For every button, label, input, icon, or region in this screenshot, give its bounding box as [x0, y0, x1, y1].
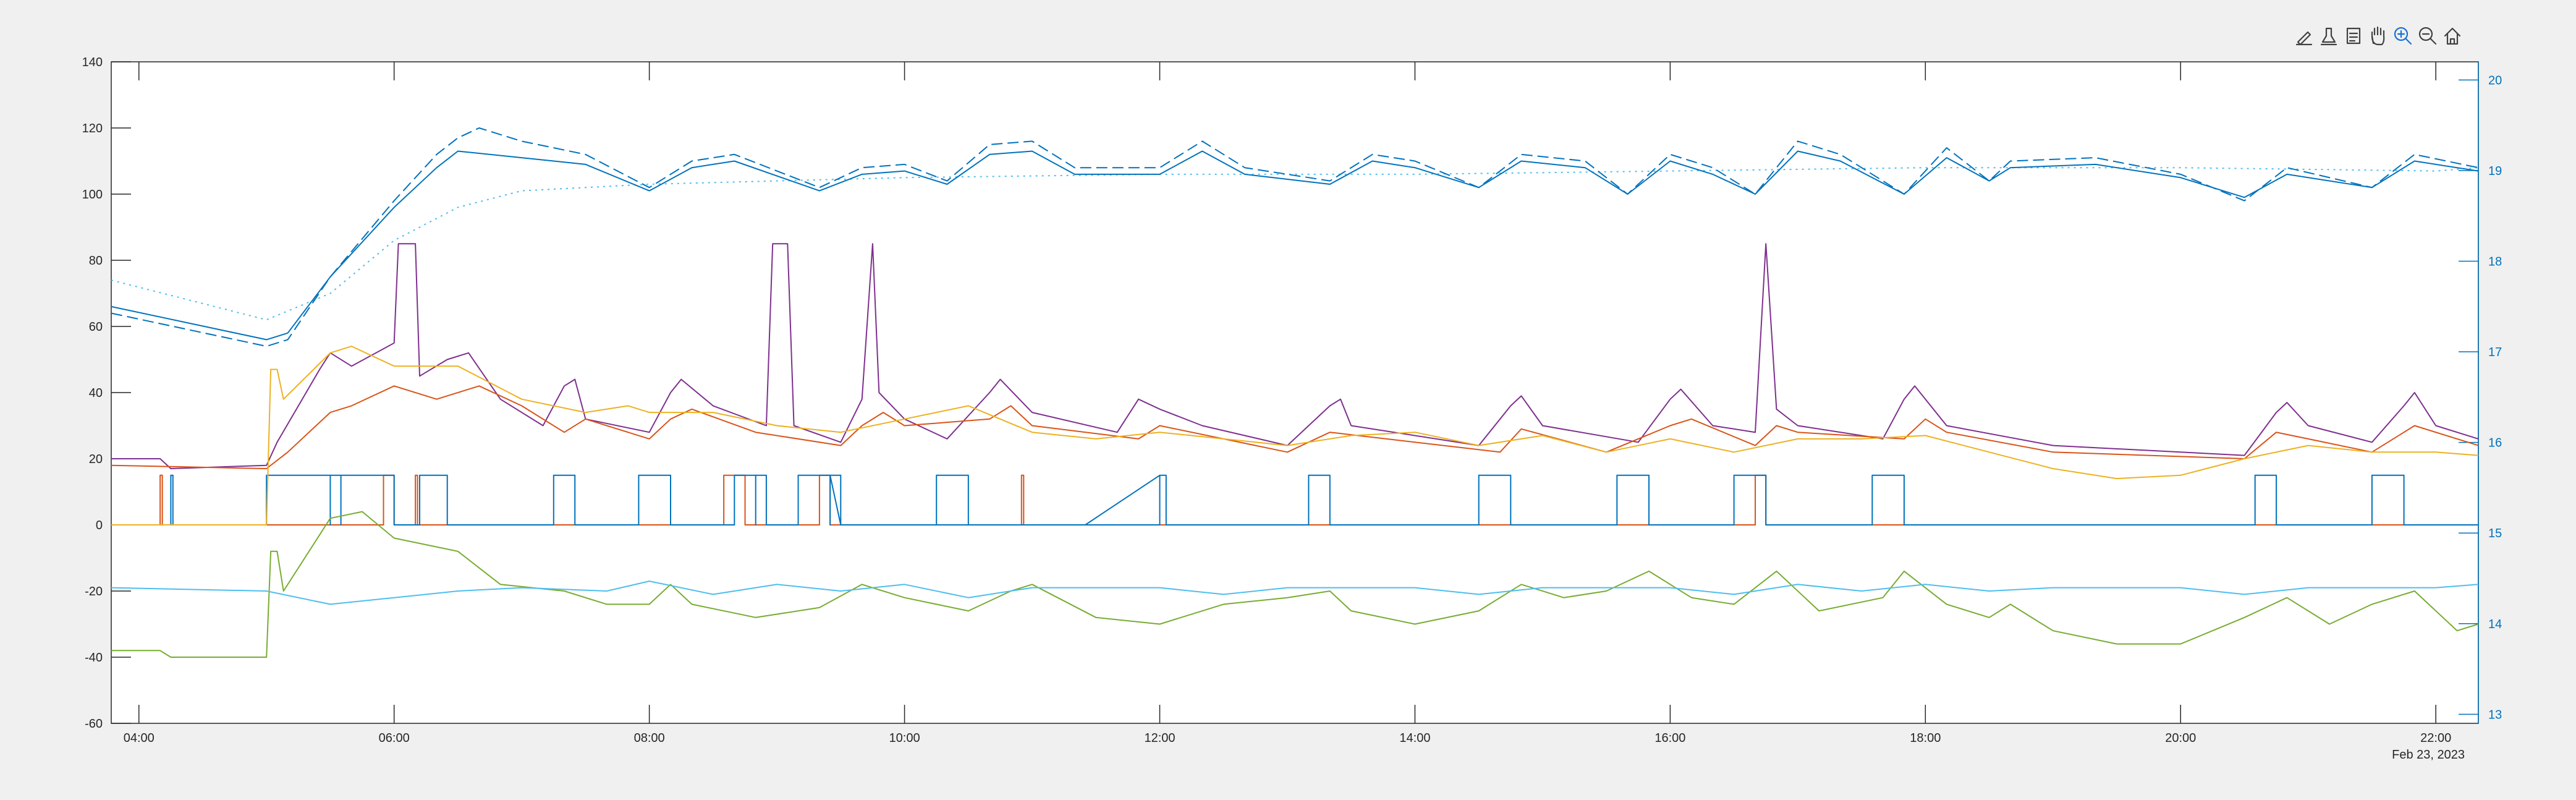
y-right-tick-label: 17: [2488, 346, 2502, 359]
x-tick-label: 06:00: [379, 731, 410, 745]
y-left-tick-label: 60: [89, 320, 103, 334]
brush-icon[interactable]: [2344, 25, 2365, 47]
x-tick-label: 22:00: [2420, 731, 2451, 745]
event-ramp-blue: [829, 474, 1161, 526]
tick-labels: 04:00 06:00 08:00 10:00 12:00 14:00 16:00 18:00…: [82, 56, 2502, 745]
y-right-tick-label: 19: [2488, 164, 2502, 178]
x-tick-label: 04:00: [124, 731, 155, 745]
y-left-tick-label: -40: [85, 651, 103, 665]
x-tick-label: 10:00: [889, 731, 920, 745]
edit-plot-icon[interactable]: [2294, 25, 2315, 47]
home-icon[interactable]: [2443, 25, 2464, 47]
axes-ticks: [111, 61, 2479, 724]
y-right-tick-label: 15: [2488, 527, 2502, 540]
y-left-tick-label: -20: [85, 585, 103, 598]
zoom-out-icon[interactable]: [2418, 25, 2439, 47]
y-right-tick-label: 18: [2488, 255, 2502, 268]
x-tick-label: 16:00: [1654, 731, 1685, 745]
series-line-7: [111, 511, 2479, 658]
x-tick-label: 14:00: [1399, 731, 1430, 745]
series-line-6: [111, 346, 2479, 526]
axes-toolbar: [2294, 25, 2464, 47]
y-left-tick-label: 40: [89, 386, 103, 400]
zoom-in-icon[interactable]: [2393, 25, 2414, 47]
series-line-4: [111, 243, 2479, 469]
x-tick-label: 18:00: [1910, 731, 1941, 745]
y-left-tick-label: 140: [82, 56, 103, 69]
event-trace-blue: [111, 474, 2478, 526]
y-left-tick-label: -60: [85, 717, 103, 731]
series-line-3: [111, 150, 2479, 341]
y-left-tick-label: 80: [89, 254, 103, 268]
y-right-tick-label: 16: [2488, 436, 2502, 450]
pan-icon[interactable]: [2368, 25, 2389, 47]
x-tick-label: 20:00: [2165, 731, 2196, 745]
y-left-tick-label: 120: [82, 122, 103, 135]
y-left-tick-label: 20: [89, 453, 103, 466]
y-right-tick-label: 14: [2488, 618, 2502, 631]
data-tips-icon[interactable]: [2319, 25, 2340, 47]
plot-area: [111, 61, 2479, 724]
y-left-tick-label: 100: [82, 188, 103, 202]
x-axis-date-label: Feb 23, 2023: [2392, 748, 2465, 762]
y-right-tick-label: 13: [2488, 708, 2502, 721]
x-tick-label: 08:00: [634, 731, 665, 745]
series-line-2: [111, 127, 2479, 347]
y-right-tick-label: 20: [2488, 74, 2502, 87]
series-layer: [111, 127, 2479, 658]
y-left-tick-label: 0: [96, 519, 103, 532]
x-tick-label: 12:00: [1144, 731, 1175, 745]
series-line-5: [111, 385, 2479, 469]
series-line-8: [111, 581, 2479, 605]
